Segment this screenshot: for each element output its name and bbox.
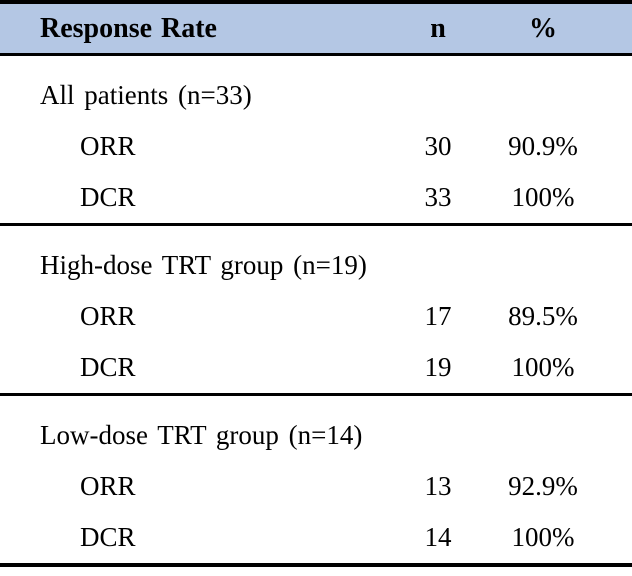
row-n-value: 19 <box>402 342 474 396</box>
row-label: ORR <box>80 301 136 331</box>
row-n-value: 30 <box>424 131 452 161</box>
group-label-row: High-dose TRT group (n=19) <box>0 225 632 292</box>
section-high-dose-trt: High-dose TRT group (n=19) ORR 17 89.5% … <box>0 225 632 396</box>
row-label: ORR <box>80 131 136 161</box>
row-label: DCR <box>0 342 402 396</box>
row-percent-value: 100% <box>474 342 632 396</box>
row-n-value: 33 <box>402 172 474 226</box>
table-row: ORR 13 92.9% <box>0 461 632 512</box>
header-response-rate: Response Rate <box>0 2 402 56</box>
row-percent-value: 92.9% <box>508 471 578 501</box>
header-percent: % <box>474 2 632 56</box>
table-row: ORR 30 90.9% <box>0 121 632 172</box>
row-n-value: 14 <box>402 512 474 567</box>
row-label: ORR <box>80 471 136 501</box>
table-row: DCR 14 100% <box>0 512 632 567</box>
section-all-patients: All patients (n=33) ORR 30 90.9% DCR 33 … <box>0 55 632 226</box>
table-row: DCR 19 100% <box>0 342 632 396</box>
table-header: Response Rate n % <box>0 2 632 56</box>
row-percent-value: 89.5% <box>508 301 578 331</box>
group-label: All patients (n=33) <box>40 80 252 110</box>
group-label-row: All patients (n=33) <box>0 55 632 122</box>
group-label: Low-dose TRT group (n=14) <box>40 420 363 450</box>
header-n: n <box>402 2 474 56</box>
row-percent-value: 90.9% <box>508 131 578 161</box>
row-n-value: 17 <box>424 301 452 331</box>
group-label-row: Low-dose TRT group (n=14) <box>0 395 632 462</box>
row-n-value: 13 <box>424 471 452 501</box>
group-label: High-dose TRT group (n=19) <box>40 250 367 280</box>
row-label: DCR <box>0 172 402 226</box>
table-header-row: Response Rate n % <box>0 2 632 56</box>
section-low-dose-trt: Low-dose TRT group (n=14) ORR 13 92.9% D… <box>0 395 632 567</box>
row-percent-value: 100% <box>474 172 632 226</box>
row-label: DCR <box>0 512 402 567</box>
row-percent-value: 100% <box>474 512 632 567</box>
table-row: ORR 17 89.5% <box>0 291 632 342</box>
table-row: DCR 33 100% <box>0 172 632 226</box>
